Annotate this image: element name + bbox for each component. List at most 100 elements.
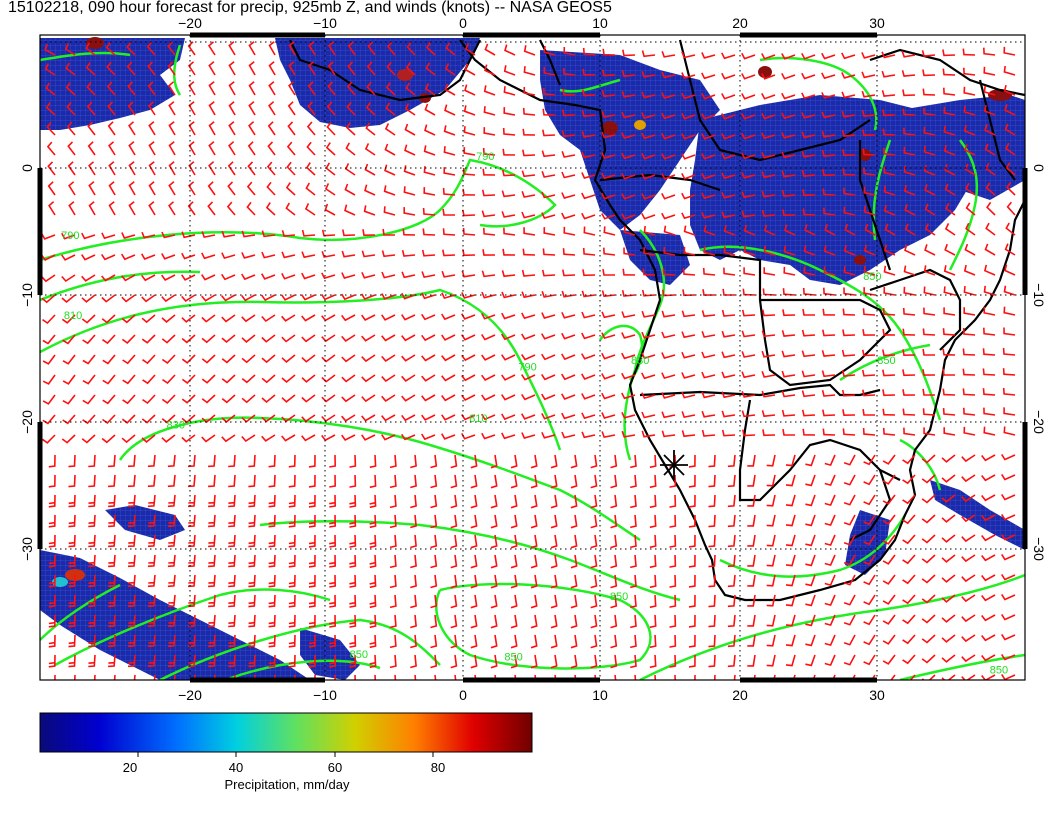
wind-barb [88, 161, 96, 176]
wind-barb [523, 86, 536, 96]
wind-barb [649, 594, 657, 609]
wind-barb [781, 53, 796, 60]
wind-barb [381, 354, 396, 362]
wind-barb [504, 44, 516, 56]
wind-barb [681, 411, 696, 419]
wind-barb [344, 183, 356, 196]
wind-barb [1001, 553, 1016, 561]
wind-barb [649, 574, 657, 589]
wind-barb [401, 414, 416, 422]
wind-barb [550, 534, 558, 549]
wind-barb [221, 354, 236, 364]
wind-barb [688, 634, 696, 648]
wind-barb [805, 454, 816, 467]
wind-barb [208, 101, 216, 116]
wind-barb [142, 394, 156, 405]
wind-barb [669, 554, 677, 568]
wind-barb [603, 247, 616, 256]
wind-barb [581, 332, 596, 340]
wind-barb [805, 534, 816, 547]
wind-barb [490, 614, 498, 629]
wind-barb [167, 654, 176, 668]
wind-barb [530, 514, 538, 529]
wind-barb [941, 514, 956, 523]
wind-barb [721, 133, 736, 140]
wind-barb [902, 674, 916, 680]
wind-barb [863, 534, 876, 546]
wind-barb [483, 85, 496, 96]
wind-barb [785, 514, 796, 527]
wind-barb [349, 654, 357, 668]
wind-barb [766, 514, 776, 527]
wind-barb [221, 314, 236, 323]
wind-barb [841, 389, 856, 397]
wind-barb [369, 634, 377, 649]
wind-barb [281, 434, 296, 442]
wind-barb [541, 269, 556, 277]
wind-barb [903, 146, 916, 156]
wind-barb [1001, 613, 1016, 621]
wind-barb [942, 408, 956, 416]
wind-barb [663, 246, 676, 256]
wind-barb [801, 72, 816, 80]
wind-barb [882, 594, 896, 605]
wind-barb [561, 311, 576, 319]
wind-barb [662, 268, 676, 276]
wind-barb [441, 334, 456, 341]
wind-barb [882, 389, 896, 397]
wind-barb [361, 334, 376, 342]
wind-barb [450, 634, 458, 649]
wind-barb [581, 353, 596, 360]
wind-barb [341, 250, 356, 258]
wind-barb [902, 408, 916, 416]
wind-barb [248, 41, 256, 56]
wind-barb [741, 152, 756, 160]
precip-area-west-africa [275, 38, 480, 128]
wind-barb [490, 454, 498, 469]
wind-barb [961, 574, 976, 583]
wind-barb [883, 286, 896, 296]
wind-barb [141, 434, 156, 443]
wind-barb [1001, 593, 1016, 601]
wind-barb [128, 201, 136, 216]
wind-barb [963, 86, 976, 96]
wind-barb [48, 474, 56, 488]
wind-barb [248, 614, 256, 628]
wind-barb [582, 47, 596, 56]
wind-barb [941, 594, 956, 603]
wind-barb [208, 121, 216, 136]
wind-barb [369, 594, 377, 609]
wind-barb [450, 534, 458, 549]
wind-barb [66, 121, 76, 136]
wind-barb [743, 224, 756, 236]
wind-barb [981, 534, 996, 542]
wind-barb [161, 314, 176, 323]
longitude-labels-bottom: −20 −10 0 10 20 30 [178, 687, 885, 703]
wind-barb [1003, 46, 1016, 56]
wind-barb [822, 308, 836, 316]
wind-barb [401, 354, 416, 362]
wind-barb [421, 292, 436, 300]
wind-barb [147, 654, 156, 668]
wind-barb [883, 265, 896, 276]
wind-barb [783, 245, 796, 256]
wind-barb [281, 354, 296, 363]
wind-barb [703, 246, 716, 256]
wind-barb [345, 142, 356, 156]
wind-barb [721, 172, 736, 180]
wind-barb [301, 414, 316, 423]
wind-barb [805, 474, 816, 487]
wind-barb [622, 268, 636, 276]
wind-barb [522, 107, 536, 116]
wind-barb [301, 229, 316, 237]
wind-barb [108, 554, 116, 568]
wind-barb [403, 165, 416, 176]
wind-barb [842, 308, 856, 316]
wind-barb [741, 93, 756, 100]
wind-barb [550, 654, 558, 669]
wind-barb [902, 369, 916, 377]
wind-barb [550, 634, 558, 649]
wind-barb [570, 554, 578, 569]
wind-barb [882, 427, 896, 436]
wind-barb [201, 354, 216, 364]
